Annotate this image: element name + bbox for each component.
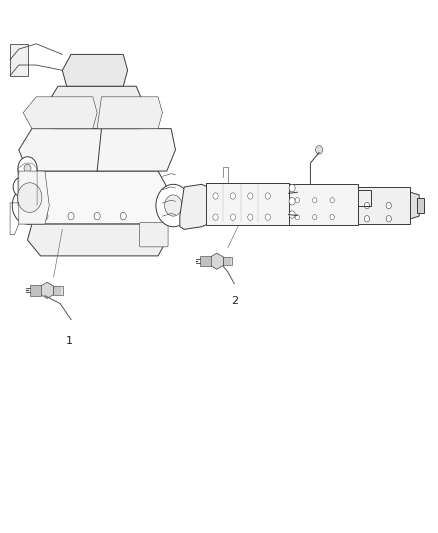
Circle shape [230, 214, 236, 220]
Circle shape [316, 146, 322, 154]
Circle shape [42, 213, 48, 220]
Text: 2: 2 [231, 296, 238, 306]
Circle shape [330, 198, 334, 203]
Circle shape [94, 213, 100, 220]
Circle shape [213, 214, 218, 220]
Polygon shape [19, 128, 106, 171]
Circle shape [213, 193, 218, 199]
Circle shape [18, 157, 37, 180]
Circle shape [386, 203, 391, 209]
Text: 1: 1 [65, 336, 72, 346]
Polygon shape [97, 128, 176, 171]
Circle shape [68, 213, 74, 220]
Circle shape [120, 213, 126, 220]
Circle shape [364, 216, 370, 222]
Polygon shape [180, 184, 210, 229]
Bar [358, 187, 410, 224]
Polygon shape [97, 97, 162, 128]
Bar [200, 256, 211, 266]
Bar [10, 44, 28, 76]
Circle shape [248, 214, 253, 220]
Circle shape [289, 211, 295, 218]
Bar [289, 184, 358, 225]
Circle shape [386, 216, 391, 222]
Bar [358, 207, 369, 222]
Bar [53, 286, 63, 295]
FancyBboxPatch shape [139, 222, 168, 247]
Circle shape [13, 177, 29, 197]
Circle shape [265, 193, 270, 199]
Circle shape [265, 214, 270, 220]
Circle shape [364, 203, 370, 209]
Circle shape [156, 184, 191, 227]
Polygon shape [40, 282, 54, 298]
Circle shape [24, 164, 31, 173]
Polygon shape [28, 224, 167, 256]
Bar [30, 285, 41, 296]
Polygon shape [410, 192, 419, 219]
Circle shape [295, 215, 300, 220]
Circle shape [21, 198, 34, 214]
Circle shape [330, 215, 334, 220]
Circle shape [295, 198, 300, 203]
Circle shape [289, 198, 295, 205]
Circle shape [289, 184, 295, 192]
Bar [223, 257, 233, 265]
Polygon shape [19, 171, 176, 224]
Polygon shape [23, 97, 97, 128]
Circle shape [18, 183, 42, 213]
Bar [206, 183, 289, 225]
Circle shape [12, 187, 43, 224]
Circle shape [29, 181, 39, 193]
Polygon shape [45, 86, 145, 128]
Circle shape [313, 198, 317, 203]
Polygon shape [19, 171, 49, 224]
Bar [417, 198, 424, 214]
Polygon shape [167, 187, 184, 224]
Polygon shape [210, 253, 224, 269]
Circle shape [165, 195, 182, 216]
Polygon shape [62, 54, 127, 86]
Circle shape [313, 215, 317, 220]
Circle shape [230, 193, 236, 199]
Circle shape [248, 193, 253, 199]
